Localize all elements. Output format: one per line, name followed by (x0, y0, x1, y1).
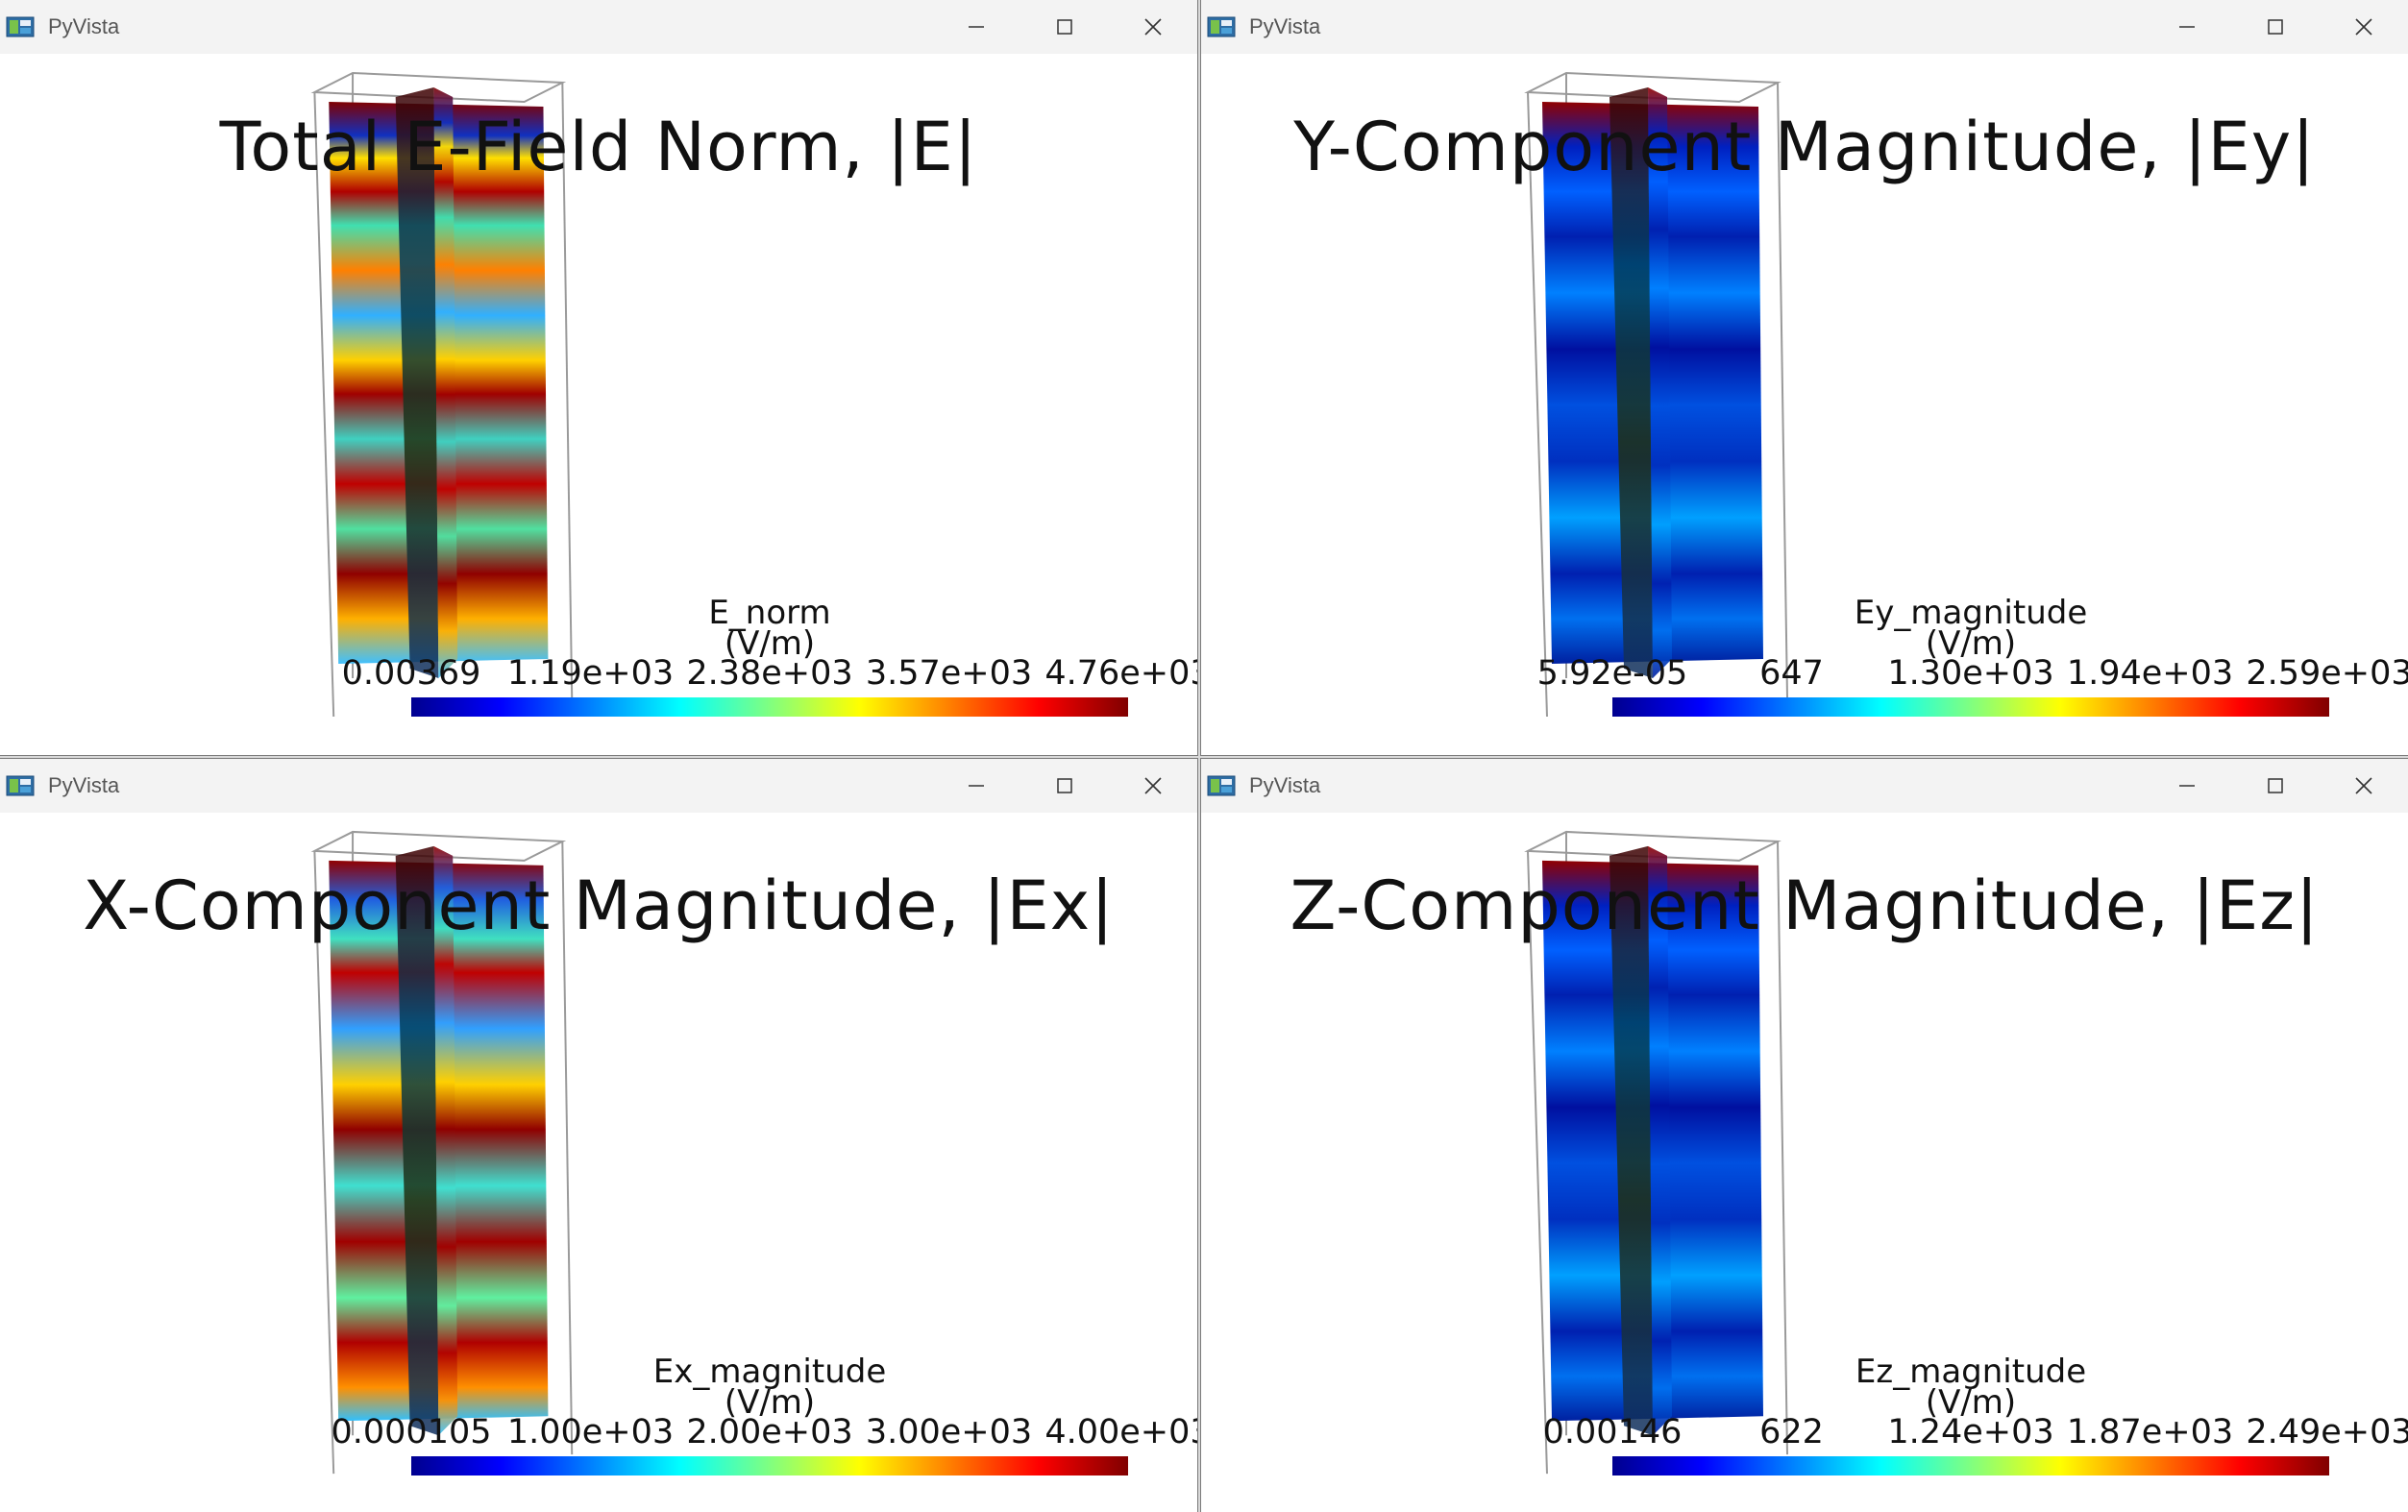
close-button[interactable] (1109, 0, 1197, 54)
plot-title: Z-Component Magnitude, |Ez| (1290, 866, 2320, 945)
pyvista-window-3: PyVista X-Component Magnitude, |Ex| Ex_mag… (0, 759, 1197, 1512)
minimize-button[interactable] (932, 759, 1020, 813)
render-viewport[interactable]: X-Component Magnitude, |Ex| Ex_magnitude(… (0, 813, 1197, 1512)
colorbar-tick-label: 1.87e+03 (2066, 1413, 2234, 1451)
field-slice-planes (1542, 87, 1763, 678)
plot-title: X-Component Magnitude, |Ex| (83, 866, 1115, 945)
title-bar[interactable]: PyVista (1201, 759, 2408, 813)
pyvista-app-icon (1207, 16, 1236, 37)
colorbar-title: Ez_magnitude (1855, 1353, 2087, 1391)
maximize-icon (1057, 19, 1072, 35)
window-title: PyVista (1249, 773, 1321, 797)
colorbar-title: E_norm (708, 594, 831, 632)
render-viewport[interactable]: Z-Component Magnitude, |Ez| Ez_magnitude(… (1201, 813, 2408, 1512)
pyvista-window-4: PyVista Z-Component Magnitude, |Ez| Ez_mag… (1201, 759, 2408, 1512)
window-title: PyVista (48, 773, 120, 797)
maximize-icon (2268, 19, 2283, 35)
colorbar-tick-label: 4.76e+03 (1044, 654, 1197, 693)
colorbar-unit: (V/m) (1925, 1383, 2017, 1422)
colorbar-tick-label: 1.94e+03 (2066, 654, 2234, 693)
title-bar[interactable]: PyVista (0, 0, 1197, 54)
minimize-button[interactable] (2143, 759, 2231, 813)
maximize-icon (2268, 778, 2283, 793)
close-icon (2355, 777, 2372, 794)
colorbar-tick-label: 1.00e+03 (506, 1413, 675, 1451)
window-title: PyVista (48, 14, 120, 38)
window-controls (2143, 0, 2408, 54)
pyvista-window-2: PyVista Y-Component Magnitude, |Ey| Ey_mag… (1201, 0, 2408, 755)
maximize-button[interactable] (2231, 0, 2320, 54)
plot-title: Y-Component Magnitude, |Ey| (1293, 108, 2316, 186)
colorbar-unit: (V/m) (1925, 624, 2017, 663)
minimize-button[interactable] (932, 0, 1020, 54)
close-icon (2355, 18, 2372, 36)
pyvista-window-1: PyVista Total E-Field Norm, |E| E_norm (V/m… (0, 0, 1197, 755)
colorbar-title: Ey_magnitude (1854, 594, 2088, 632)
pyvista-app-icon (1207, 775, 1236, 796)
colorbar-tick-label: 1.19e+03 (506, 654, 675, 693)
mesh-render (310, 830, 574, 1475)
minimize-icon (969, 26, 984, 28)
window-title: PyVista (1249, 14, 1321, 38)
field-slice-planes (329, 87, 549, 678)
window-controls (2143, 759, 2408, 813)
colorbar-unit: (V/m) (724, 624, 816, 663)
colorbar (1612, 1456, 2329, 1475)
window-controls (932, 759, 1197, 813)
colorbar-tick-label: 1.30e+03 (1887, 654, 2054, 693)
colorbar-tick-label: 0.000105 (331, 1413, 492, 1451)
colorbar-tick-label: 0.00146 (1542, 1413, 1683, 1451)
maximize-button[interactable] (1020, 759, 1109, 813)
colorbar-title: Ex_magnitude (652, 1353, 887, 1391)
close-button[interactable] (2320, 759, 2408, 813)
mesh-render (310, 71, 574, 718)
colorbar-tick-label: 3.00e+03 (865, 1413, 1033, 1451)
colorbar (411, 1456, 1128, 1475)
title-bar[interactable]: PyVista (0, 759, 1197, 813)
colorbar-unit: (V/m) (724, 1383, 816, 1422)
maximize-button[interactable] (1020, 0, 1109, 54)
close-button[interactable] (2320, 0, 2408, 54)
minimize-icon (2179, 785, 2195, 787)
field-slice-planes (1542, 845, 1763, 1436)
title-bar[interactable]: PyVista (1201, 0, 2408, 54)
colorbar-tick-label: 647 (1759, 654, 1824, 693)
colorbar (1612, 697, 2329, 717)
window-controls (932, 0, 1197, 54)
maximize-button[interactable] (2231, 759, 2320, 813)
colorbar-tick-label: 2.59e+03 (2246, 654, 2408, 693)
colorbar-tick-label: 2.00e+03 (686, 1413, 853, 1451)
colorbar-tick-label: 1.24e+03 (1887, 1413, 2054, 1451)
colorbar-tick-label: 0.00369 (341, 654, 481, 693)
mesh-render (1524, 71, 1788, 718)
minimize-button[interactable] (2143, 0, 2231, 54)
field-slice-planes (329, 845, 549, 1436)
minimize-icon (969, 785, 984, 787)
colorbar-tick-label: 4.00e+03 (1044, 1413, 1197, 1451)
maximize-icon (1057, 778, 1072, 793)
colorbar-tick-label: 5.92e-05 (1536, 654, 1688, 693)
close-button[interactable] (1109, 759, 1197, 813)
pyvista-app-icon (6, 16, 35, 37)
close-icon (1144, 18, 1162, 36)
colorbar-tick-label: 3.57e+03 (865, 654, 1033, 693)
colorbar (411, 697, 1128, 717)
pyvista-app-icon (6, 775, 35, 796)
minimize-icon (2179, 26, 2195, 28)
render-viewport[interactable]: Y-Component Magnitude, |Ey| Ey_magnitude(… (1201, 54, 2408, 755)
plot-title: Total E-Field Norm, |E| (219, 108, 978, 186)
close-icon (1144, 777, 1162, 794)
colorbar-tick-label: 622 (1759, 1413, 1824, 1451)
colorbar-tick-label: 2.49e+03 (2246, 1413, 2408, 1451)
mesh-render (1524, 830, 1788, 1475)
render-viewport[interactable]: Total E-Field Norm, |E| E_norm (V/m) 0.0036… (0, 54, 1197, 755)
colorbar-tick-label: 2.38e+03 (686, 654, 853, 693)
